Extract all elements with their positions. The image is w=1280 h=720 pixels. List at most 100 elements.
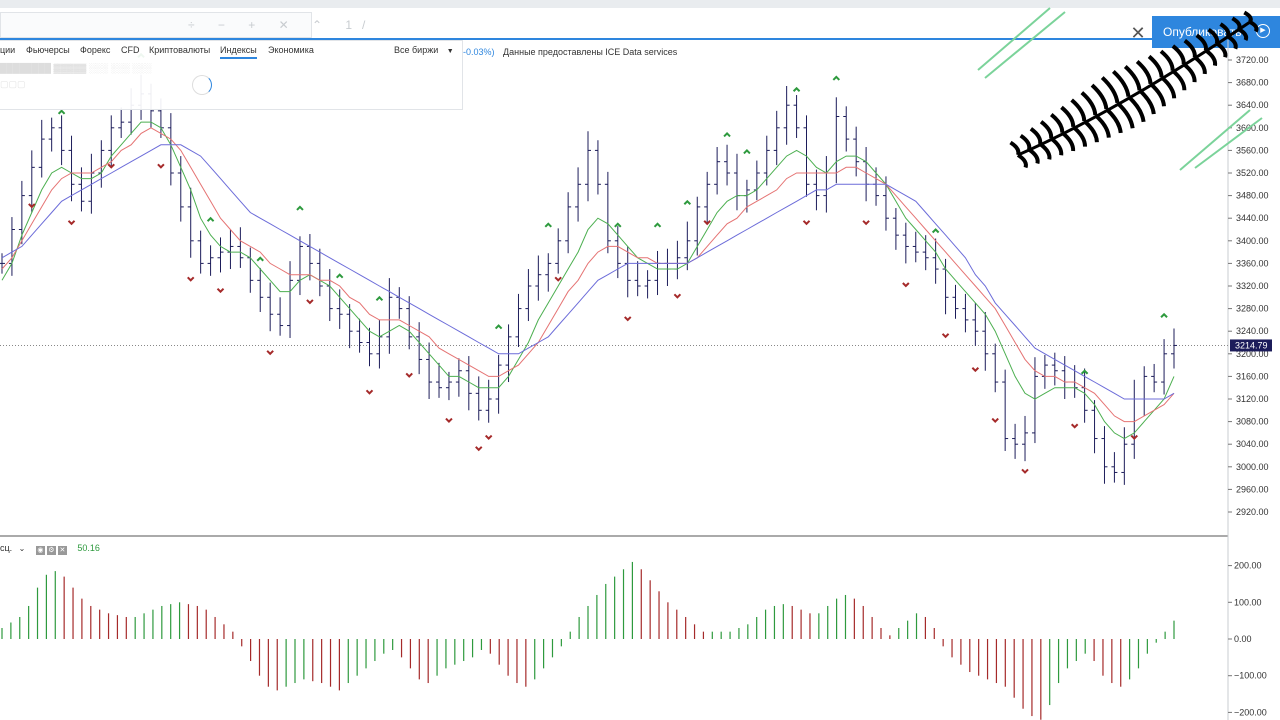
ma-slow-line xyxy=(1,144,1175,400)
last-price-tag-label: 3214.79 xyxy=(1235,340,1268,350)
fractal-up-marker xyxy=(832,75,841,81)
change-percent: -0.03%) xyxy=(463,47,495,57)
fractal-down-marker xyxy=(1021,468,1029,474)
fern-leaf xyxy=(1171,69,1187,91)
fern-leaf xyxy=(1193,55,1207,75)
price-axis-tick-label: 3280.00 xyxy=(1236,304,1269,314)
provider-text: Данные предоставлены ICE Data services xyxy=(503,47,678,57)
tab-cfd[interactable]: CFD xyxy=(121,45,140,55)
tab-crypto[interactable]: Криптовалюты xyxy=(149,45,211,55)
price-axis-tick-label: 3600.00 xyxy=(1236,123,1269,133)
fractal-up-marker xyxy=(1080,369,1089,375)
fern-leaf xyxy=(1080,91,1098,116)
fractal-up-marker xyxy=(206,216,215,222)
fractal-down-marker xyxy=(1070,423,1079,429)
loading-spinner-icon xyxy=(192,75,212,95)
fern-leaf xyxy=(1009,140,1021,156)
fractal-up-marker xyxy=(683,199,692,205)
fern-leaf xyxy=(1019,133,1032,151)
tab-economy[interactable]: Экономика xyxy=(268,45,314,55)
osc-axis-tick-label: 0.00 xyxy=(1234,634,1252,644)
fractal-down-marker xyxy=(484,434,493,440)
fern-logo-icon xyxy=(977,7,1263,171)
fractal-down-marker xyxy=(216,287,225,294)
fern-leaf xyxy=(1039,120,1054,139)
ma-mid-line xyxy=(1,127,1175,423)
fractal-up-marker xyxy=(494,324,503,330)
drawing-tool-icons[interactable]: ÷ − + ✕ ⌃ 1/ xyxy=(188,18,376,32)
fractal-up-marker xyxy=(544,222,552,228)
fern-leaf xyxy=(1123,65,1142,91)
fractal-down-marker xyxy=(306,299,314,305)
fern-leaf xyxy=(1090,83,1109,110)
fractal-down-marker xyxy=(28,203,36,209)
fractal-up-marker xyxy=(743,148,751,155)
fern-leaf xyxy=(1237,27,1249,42)
publish-label: Опубликовать xyxy=(1163,25,1242,39)
exchange-select-value: Все биржи xyxy=(394,45,439,55)
fractal-down-marker xyxy=(107,163,115,169)
fractal-up-marker xyxy=(296,205,304,211)
fractal-down-marker xyxy=(365,389,374,395)
fern-leaf xyxy=(1070,98,1087,122)
tab-indices[interactable]: Индексы xyxy=(220,45,257,59)
price-axis-tick-label: 3200.00 xyxy=(1236,349,1269,359)
fractal-up-marker xyxy=(375,295,384,302)
fern-leaf xyxy=(1183,39,1197,58)
tab-futures[interactable]: Фьючерсы xyxy=(26,45,70,55)
price-axis-tick-label: 3480.00 xyxy=(1236,191,1269,201)
fractal-down-marker xyxy=(941,333,950,339)
osc-axis-tick-label: −200.00 xyxy=(1234,707,1267,717)
fern-leaf xyxy=(1215,41,1228,58)
fern-leaf xyxy=(1027,147,1040,165)
fern-leaf xyxy=(1160,75,1177,99)
eye-icon[interactable]: ◉ xyxy=(35,546,45,555)
fractal-down-marker xyxy=(157,163,165,169)
fractal-down-marker xyxy=(703,220,711,226)
fern-leaf xyxy=(1082,119,1099,143)
fractal-down-marker xyxy=(1130,434,1138,440)
price-axis-tick-label: 3640.00 xyxy=(1236,100,1269,110)
close-icon[interactable]: ✕ xyxy=(1130,23,1146,43)
fractal-down-marker xyxy=(862,220,870,226)
fractal-down-marker xyxy=(187,276,195,282)
symbol-search-input[interactable] xyxy=(0,12,312,38)
fern-leaf xyxy=(1159,49,1175,71)
fractal-up-marker xyxy=(256,256,264,262)
price-axis-tick-label: 2920.00 xyxy=(1236,507,1269,517)
fractal-up-marker xyxy=(335,273,344,279)
faint-controls-row: ▢▢▢ xyxy=(0,79,26,89)
logo-stripe xyxy=(984,11,1066,79)
chevron-down-icon: ▼ xyxy=(446,48,454,55)
top-toolbar: ÷ − + ✕ ⌃ 1/ ✕ Опубликовать ▶ xyxy=(0,8,1280,48)
fractal-up-marker xyxy=(57,109,66,115)
logo-stripe xyxy=(1194,117,1263,169)
settings-icon[interactable]: ⚙ xyxy=(46,546,56,555)
ma-fast-line xyxy=(1,121,1175,440)
fractal-down-marker xyxy=(624,316,632,322)
fern-leaf xyxy=(1116,101,1135,129)
oscillator-legend: сц. ⌄ ◉ ⚙ ✕ 50.16 xyxy=(0,543,100,555)
price-axis-tick-label: 2960.00 xyxy=(1236,484,1269,494)
exchange-select[interactable]: Все биржи ▼ xyxy=(394,45,454,55)
price-axis-tick-label: 3560.00 xyxy=(1236,145,1269,155)
price-axis-tick-label: 3680.00 xyxy=(1236,78,1269,88)
markets-panel: ции Фьючерсы Форекс CFD Криптовалюты Инд… xyxy=(0,40,463,110)
price-axis-tick-label: 3160.00 xyxy=(1236,371,1269,381)
remove-icon[interactable]: ✕ xyxy=(57,546,67,555)
fractal-up-marker xyxy=(723,132,731,138)
tab-forex[interactable]: Форекс xyxy=(80,45,111,55)
fractal-down-marker xyxy=(405,372,413,378)
logo-stripe xyxy=(977,7,1051,71)
fern-leaf xyxy=(1147,54,1164,78)
fern-leaf xyxy=(1049,136,1064,156)
fractal-up-marker xyxy=(792,86,801,92)
fern-leaf xyxy=(1204,48,1218,66)
fractal-down-marker xyxy=(902,282,910,288)
tab-stocks[interactable]: ции xyxy=(0,45,16,55)
chevron-down-icon[interactable]: ⌄ xyxy=(18,544,26,553)
fern-leaf xyxy=(1016,153,1028,169)
fractal-down-marker xyxy=(475,446,483,452)
fractal-down-marker xyxy=(445,417,453,424)
